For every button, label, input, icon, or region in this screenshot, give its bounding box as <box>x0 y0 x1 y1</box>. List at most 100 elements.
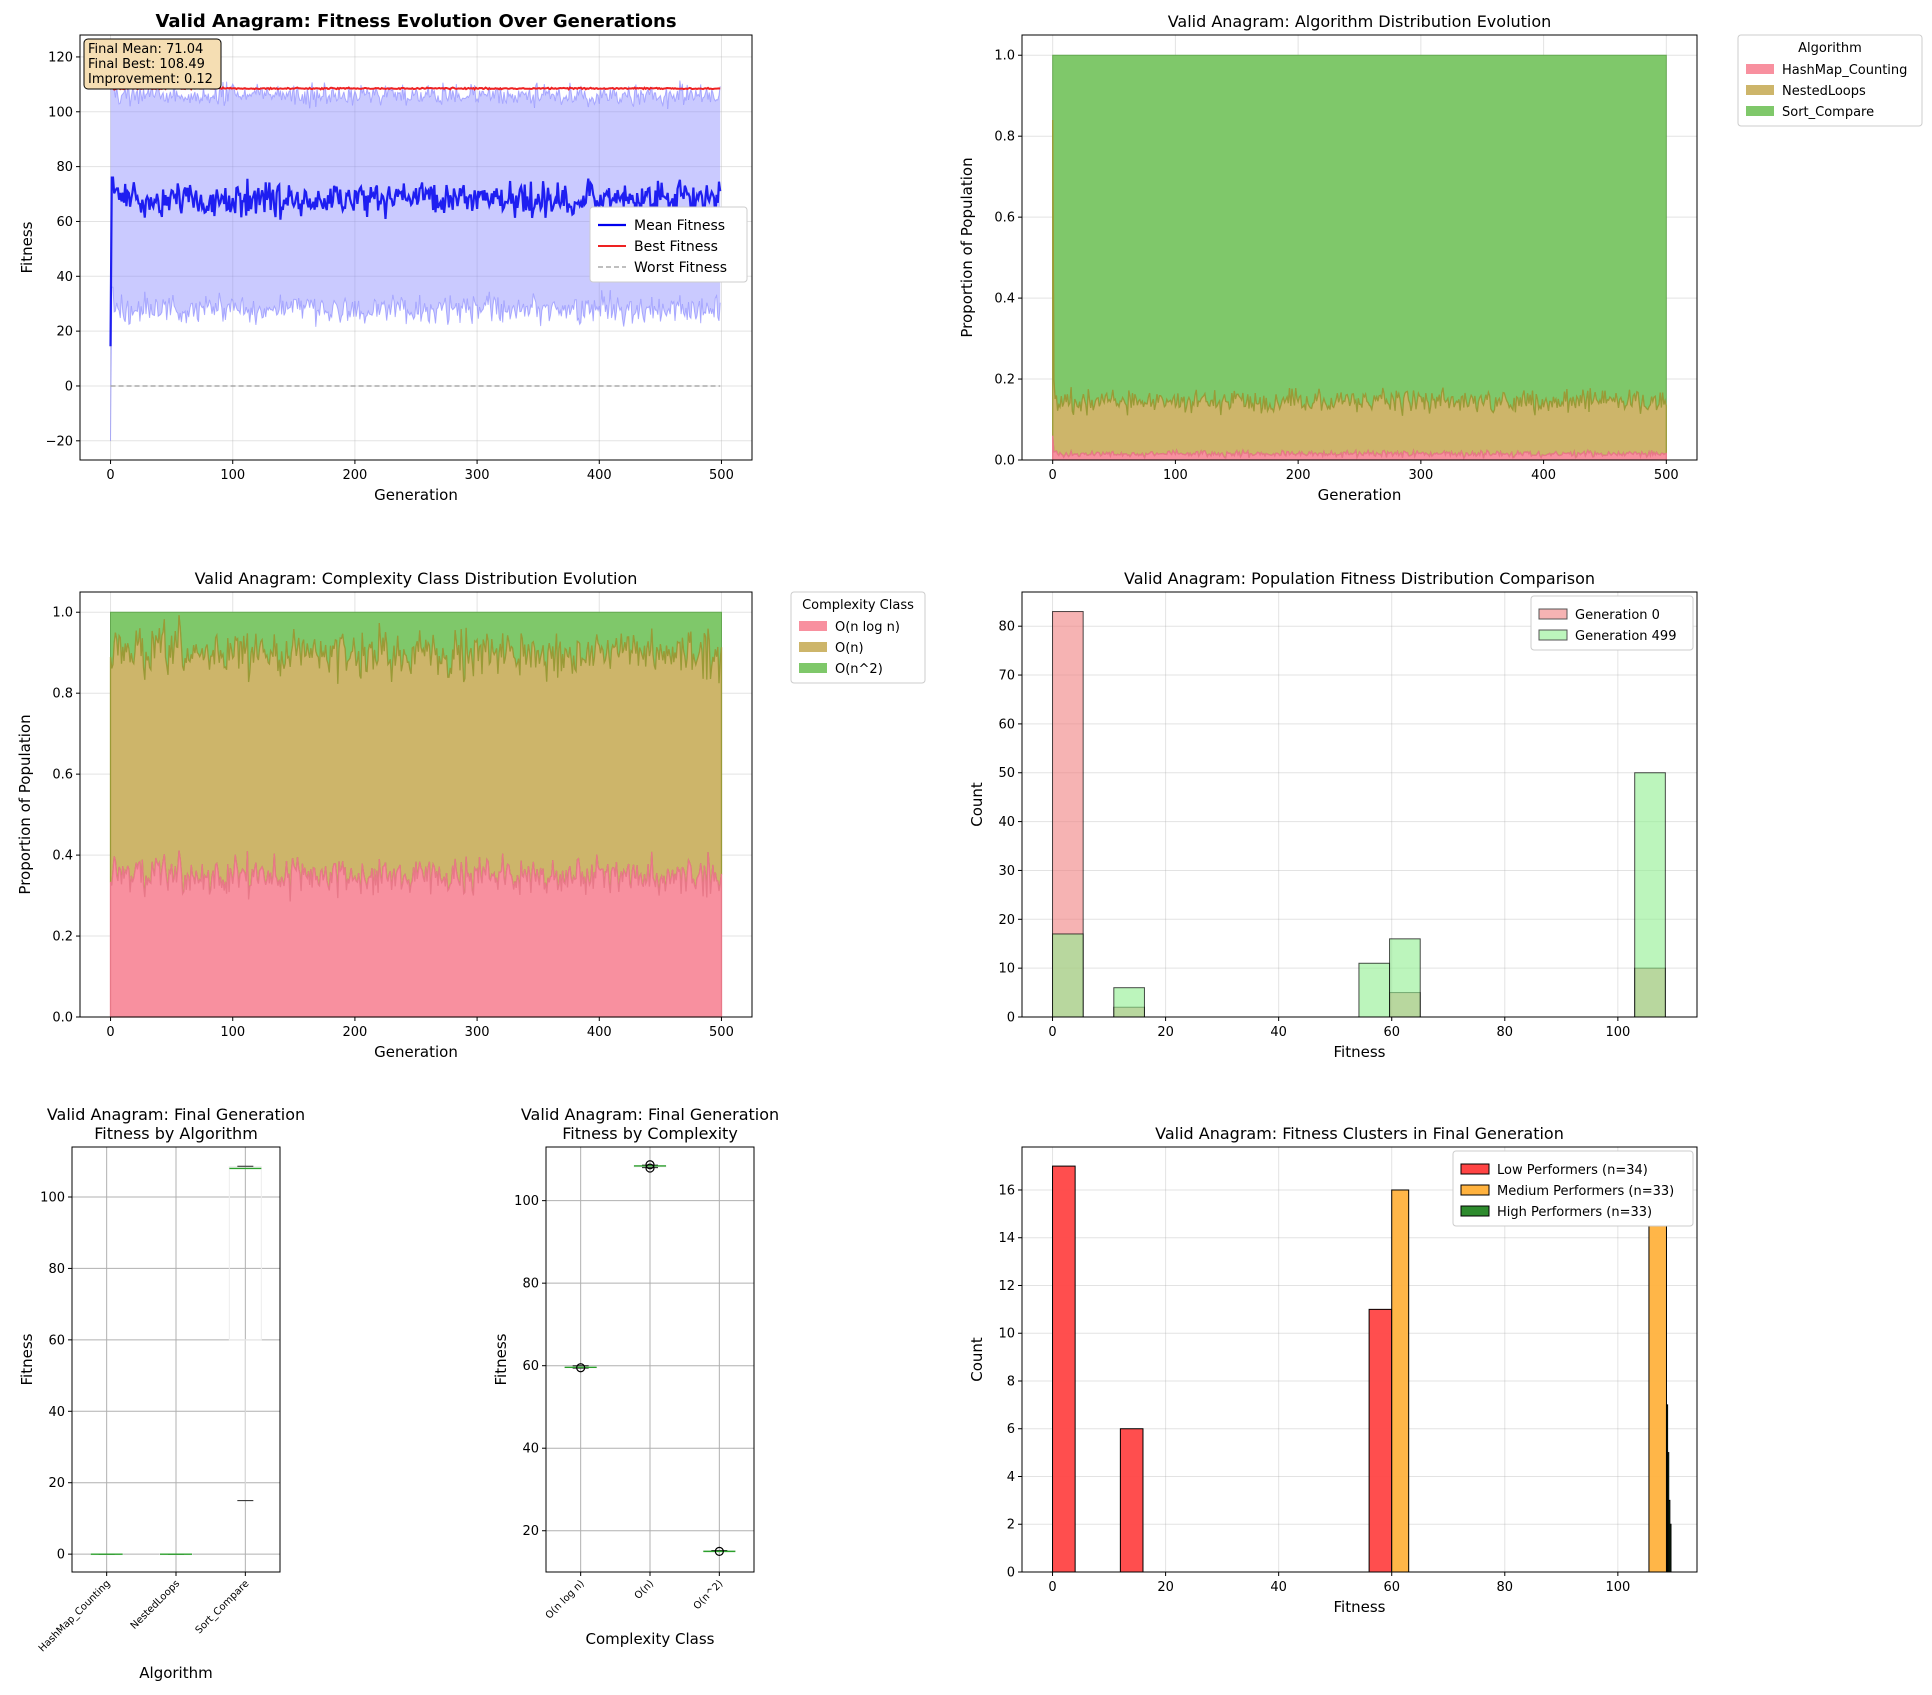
y-axis-label: Proportion of Population <box>958 157 976 337</box>
box-Sort_Compare <box>228 1165 262 1502</box>
y-tick-label: 0.4 <box>994 292 1015 307</box>
y-tick-label: 80 <box>48 1262 65 1277</box>
y-tick-label: 14 <box>998 1231 1015 1246</box>
hist-bar <box>1634 772 1666 1018</box>
legend-label: Low Performers (n=34) <box>1497 1163 1648 1178</box>
x-tick-label: 300 <box>465 468 490 483</box>
y-tick-label: 20 <box>998 913 1015 928</box>
legend-label: Generation 499 <box>1575 629 1676 644</box>
x-tick-label: 80 <box>1497 1025 1514 1040</box>
y-tick-label: 80 <box>522 1277 539 1292</box>
legend-label: Generation 0 <box>1575 608 1660 623</box>
chart-title: Valid Anagram: Final Generation <box>521 1105 779 1124</box>
x-tick-label: 80 <box>1497 1580 1514 1595</box>
y-axis-label: Fitness <box>18 1333 36 1385</box>
y-axis-label: Count <box>968 782 986 827</box>
x-tick-label: HashMap_Counting <box>37 1578 113 1654</box>
outlier <box>576 1363 586 1373</box>
y-tick-label: 30 <box>998 864 1015 879</box>
y-tick-label: 0 <box>65 379 73 394</box>
x-tick-label: NestedLoops <box>129 1578 182 1631</box>
y-tick-label: 20 <box>48 1476 65 1491</box>
y-tick-label: 6 <box>1007 1422 1015 1437</box>
y-axis-label: Count <box>968 1337 986 1382</box>
series-Low Performers (n=34) <box>1052 1165 1393 1573</box>
legend-box <box>1452 1150 1694 1227</box>
x-axis-label: Complexity Class <box>586 1630 715 1648</box>
axes-frame <box>79 591 753 1018</box>
y-tick-label: 80 <box>56 160 73 175</box>
x-tick-label: 200 <box>1286 468 1311 483</box>
y-tick-label: 1.0 <box>52 606 73 621</box>
y-axis-label: Proportion of Population <box>16 714 34 894</box>
y-tick-label: 0.8 <box>994 130 1015 145</box>
outlier <box>714 1546 724 1556</box>
legend-box <box>1737 34 1923 127</box>
x-tick-label: 400 <box>587 468 612 483</box>
x-tick-label: 100 <box>1163 468 1188 483</box>
y-tick-label: 40 <box>522 1442 539 1457</box>
x-tick-label: 0 <box>1048 1025 1056 1040</box>
y-tick-label: 40 <box>48 1405 65 1420</box>
axes-frame <box>545 1146 755 1573</box>
cluster-bar <box>1052 1165 1076 1573</box>
y-tick-label: 0.2 <box>994 373 1015 388</box>
cluster-bar <box>1391 1189 1410 1573</box>
x-tick-label: 40 <box>1270 1025 1287 1040</box>
y-tick-label: 0.8 <box>52 687 73 702</box>
legend-title: Algorithm <box>1798 41 1862 56</box>
y-tick-label: 60 <box>998 717 1015 732</box>
y-tick-label: 0.0 <box>994 454 1015 469</box>
y-tick-label: 40 <box>998 815 1015 830</box>
annotation-box <box>83 38 222 90</box>
y-tick-label: 0 <box>57 1548 65 1563</box>
y-axis-label: Fitness <box>18 221 36 273</box>
y-tick-label: 1.0 <box>994 49 1015 64</box>
x-tick-label: 0 <box>1049 468 1057 483</box>
x-tick-label: 500 <box>1654 468 1679 483</box>
chart-title: Valid Anagram: Final Generation <box>47 1105 305 1124</box>
chart-title: Fitness by Complexity <box>562 1124 738 1143</box>
x-tick-label: O(n^2) <box>692 1578 726 1612</box>
axes-clusters: 0 20 40 60 80 100 0 2 4 6 8 10 12 14 16 Valid Anagram: … <box>968 1124 1698 1616</box>
x-tick-label: 20 <box>1157 1580 1174 1595</box>
hist-bar <box>1052 933 1084 1018</box>
x-tick-label: 300 <box>1408 468 1433 483</box>
outlier <box>645 1163 655 1173</box>
x-tick-label: 400 <box>587 1025 612 1040</box>
std-band <box>110 80 721 441</box>
legend-title: Complexity Class <box>802 598 914 613</box>
x-tick-label: 400 <box>1531 468 1556 483</box>
x-tick-label: 200 <box>342 1025 367 1040</box>
legend-label: O(n) <box>835 641 864 656</box>
x-tick-label: 100 <box>1605 1025 1630 1040</box>
legend-swatch <box>1460 1163 1490 1175</box>
x-tick-label: 20 <box>1157 1025 1174 1040</box>
legend-label: O(n log n) <box>835 620 900 635</box>
x-tick-label: 100 <box>220 468 245 483</box>
x-tick-label: 500 <box>709 468 734 483</box>
x-axis-label: Algorithm <box>139 1664 212 1682</box>
std-upper-line <box>110 80 721 110</box>
legend-box <box>790 591 926 684</box>
x-tick-label: 60 <box>1383 1025 1400 1040</box>
x-tick-label: 40 <box>1270 1580 1287 1595</box>
y-tick-label: 12 <box>998 1279 1015 1294</box>
hist-bar <box>1389 938 1421 1018</box>
y-axis-label: Fitness <box>492 1333 510 1385</box>
legend-label: Best Fitness <box>634 239 718 255</box>
annotation-line: Improvement: 0.12 <box>88 72 213 87</box>
x-tick-label: 0 <box>106 468 114 483</box>
y-tick-label: −20 <box>46 434 73 449</box>
chart-title: Fitness by Algorithm <box>94 1124 258 1143</box>
box-O(n) <box>633 1160 667 1173</box>
y-tick-label: 10 <box>998 1327 1015 1342</box>
legend-label: O(n^2) <box>835 662 883 677</box>
cluster-bar <box>1368 1308 1393 1573</box>
x-axis-label: Fitness <box>1334 1043 1386 1061</box>
legend-label: HashMap_Counting <box>1782 63 1907 78</box>
x-tick-label: 100 <box>1605 1580 1630 1595</box>
y-tick-label: 100 <box>514 1194 539 1209</box>
y-tick-label: 0 <box>1007 1011 1015 1026</box>
series-Generation 0 <box>1052 611 1666 1018</box>
